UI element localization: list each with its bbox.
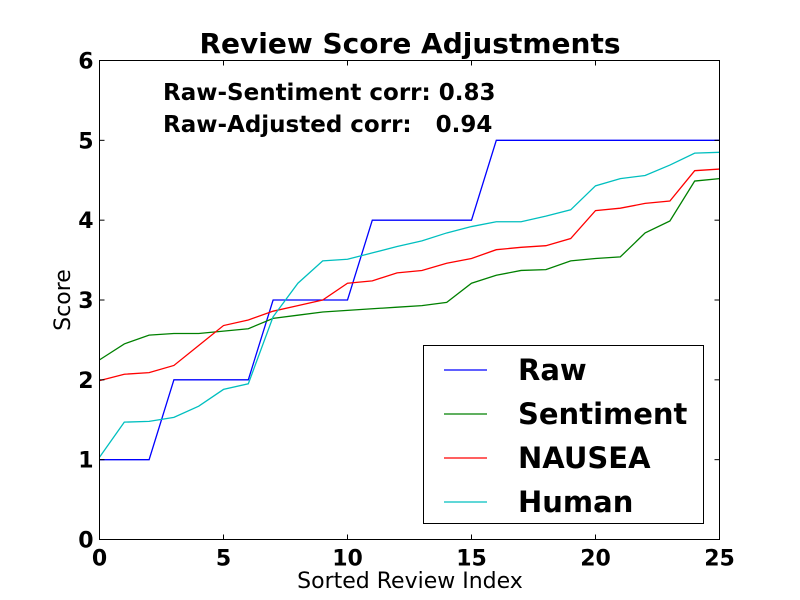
series-layer	[98, 139, 720, 461]
y-tick-label: 6	[78, 50, 93, 75]
y-tick-label: 5	[78, 129, 93, 154]
chart-title: Review Score Adjustments	[200, 27, 621, 60]
x-tick-label: 10	[332, 547, 363, 572]
x-tick-label: 5	[216, 547, 231, 572]
plot-frame	[99, 60, 720, 540]
legend-label-human: Human	[518, 485, 633, 519]
x-tick-label: 20	[580, 547, 611, 572]
legend-box	[423, 345, 704, 524]
series-line-nausea	[99, 168, 720, 382]
annotation-raw-adjusted-corr: Raw-Adjusted corr: 0.94	[163, 112, 492, 138]
series-line-sentiment	[99, 178, 720, 361]
x-axis-label: Sorted Review Index	[297, 569, 523, 594]
x-tick-label: 25	[704, 547, 735, 572]
y-axis-label: Score	[51, 269, 76, 331]
legend-label-nausea: NAUSEA	[518, 441, 651, 475]
x-tick-label: 15	[456, 547, 487, 572]
legend-label-sentiment: Sentiment	[518, 397, 688, 431]
series-line-human	[98, 151, 720, 458]
y-tick-label: 4	[78, 209, 93, 234]
annotation-raw-sentiment-corr: Raw-Sentiment corr: 0.83	[163, 80, 495, 106]
x-tick-label: 0	[92, 547, 107, 572]
y-tick-label: 3	[78, 289, 93, 314]
series-line-raw	[99, 139, 720, 461]
y-tick-label: 1	[78, 449, 93, 474]
tick-layer: 0 5 10 15 20 25 0 1 2 3 4 5 6	[78, 50, 735, 572]
y-tick-label: 0	[78, 529, 93, 554]
legend: Raw Sentiment NAUSEA Human	[423, 345, 704, 524]
y-tick-label: 2	[78, 369, 93, 394]
legend-label-raw: Raw	[518, 353, 587, 387]
